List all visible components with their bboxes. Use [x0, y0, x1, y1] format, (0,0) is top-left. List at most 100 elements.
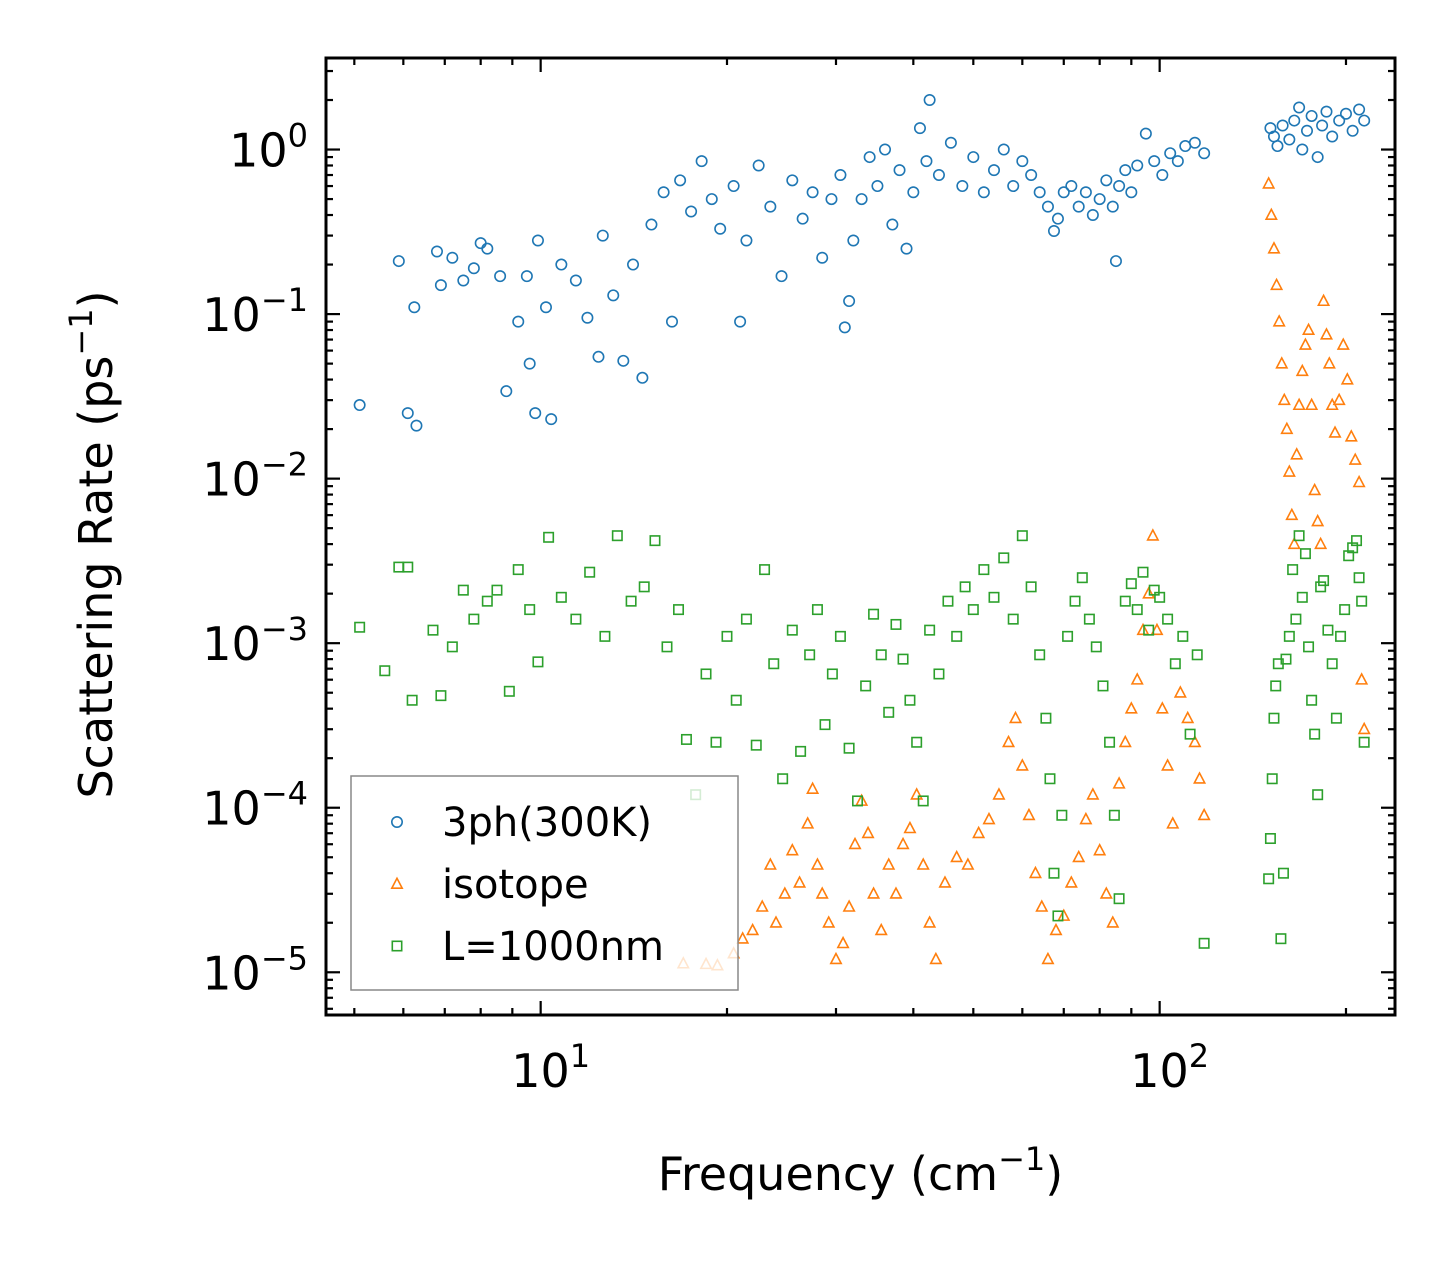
data-point: [961, 857, 975, 870]
data-point: [1315, 581, 1327, 593]
data-point: [1322, 356, 1336, 369]
data-point: [1264, 833, 1276, 845]
data-point: [529, 407, 542, 420]
data-point: [1277, 867, 1289, 879]
data-point: [806, 186, 819, 199]
data-point: [1326, 658, 1338, 670]
legend: 3ph(300K) isotope L=1000nm: [350, 775, 739, 991]
data-point: [392, 255, 405, 268]
data-point: [1275, 356, 1289, 369]
data-point: [938, 875, 952, 888]
data-point: [816, 251, 829, 264]
data-point: [950, 849, 964, 863]
data-point: [1136, 622, 1150, 636]
data-point: [1040, 712, 1052, 724]
data-point: [815, 886, 829, 899]
data-point: [1270, 680, 1282, 692]
data-point: [1086, 787, 1100, 800]
data-point: [1112, 776, 1126, 789]
data-point: [1015, 758, 1029, 771]
data-point: [700, 668, 712, 680]
data-point: [494, 270, 507, 283]
data-point: [611, 530, 623, 542]
data-point: [998, 552, 1010, 564]
data-point: [1356, 595, 1368, 607]
data-point: [882, 857, 896, 870]
data-point: [801, 816, 815, 829]
data-point: [512, 315, 525, 328]
data-point: [1150, 622, 1164, 636]
data-point: [956, 180, 969, 193]
data-point: [467, 262, 480, 275]
data-point: [1025, 169, 1038, 182]
data-point: [740, 234, 753, 247]
data-point: [1275, 933, 1287, 945]
data-point: [1166, 816, 1180, 829]
data-point: [636, 371, 649, 384]
data-point: [1353, 103, 1366, 116]
data-point: [848, 836, 862, 850]
data-point: [997, 143, 1010, 156]
data-point: [1267, 241, 1281, 254]
data-point: [596, 229, 609, 242]
data-point: [1155, 701, 1169, 714]
data-point: [1306, 694, 1318, 706]
data-point: [734, 315, 747, 328]
data-point: [1069, 595, 1081, 607]
data-point: [843, 742, 855, 754]
data-point: [768, 658, 780, 670]
y-tick-label: 10−3: [202, 610, 308, 671]
data-point: [1156, 169, 1169, 182]
data-point: [883, 706, 895, 718]
legend-entry: L=1000nm: [391, 924, 664, 970]
data-point: [1271, 140, 1284, 153]
data-point: [491, 584, 503, 596]
data-point: [1171, 155, 1184, 168]
data-point: [532, 656, 544, 668]
data-point: [1303, 641, 1315, 653]
data-point: [638, 581, 650, 593]
data-point: [834, 169, 847, 182]
data-point: [923, 94, 936, 107]
data-point: [666, 315, 679, 328]
data-point: [1268, 712, 1280, 724]
data-point: [1316, 119, 1329, 132]
data-point: [1137, 566, 1149, 578]
data-point: [1280, 653, 1292, 665]
data-point: [795, 745, 807, 757]
data-point: [1106, 200, 1119, 213]
data-point: [1270, 277, 1284, 291]
data-point: [825, 193, 838, 206]
data-point: [661, 641, 673, 653]
legend-marker: [391, 940, 403, 952]
data-point: [1266, 773, 1278, 785]
data-point: [1339, 604, 1351, 616]
data-point: [434, 279, 447, 292]
data-point: [1191, 649, 1203, 661]
data-point: [1197, 807, 1211, 821]
data-point: [932, 169, 945, 182]
data-point: [1109, 255, 1122, 268]
data-point: [1093, 843, 1107, 856]
data-point: [569, 274, 582, 287]
data-point: [401, 407, 414, 420]
data-point: [727, 180, 740, 193]
data-point: [1311, 151, 1324, 164]
data-point: [951, 630, 963, 642]
data-point: [1008, 710, 1023, 724]
data-point: [680, 733, 692, 745]
data-point: [1285, 507, 1299, 521]
legend-entry: 3ph(300K): [390, 800, 652, 846]
data-point: [1339, 107, 1352, 120]
data-point: [1357, 721, 1371, 735]
data-point: [755, 899, 769, 912]
data-point: [705, 193, 718, 206]
data-point: [1283, 630, 1295, 642]
data-point: [810, 857, 824, 870]
data-point: [570, 613, 582, 625]
data-point: [710, 736, 722, 748]
data-point: [1034, 649, 1046, 661]
data-point: [1295, 363, 1309, 377]
data-point: [775, 270, 788, 283]
data-point: [896, 836, 910, 850]
